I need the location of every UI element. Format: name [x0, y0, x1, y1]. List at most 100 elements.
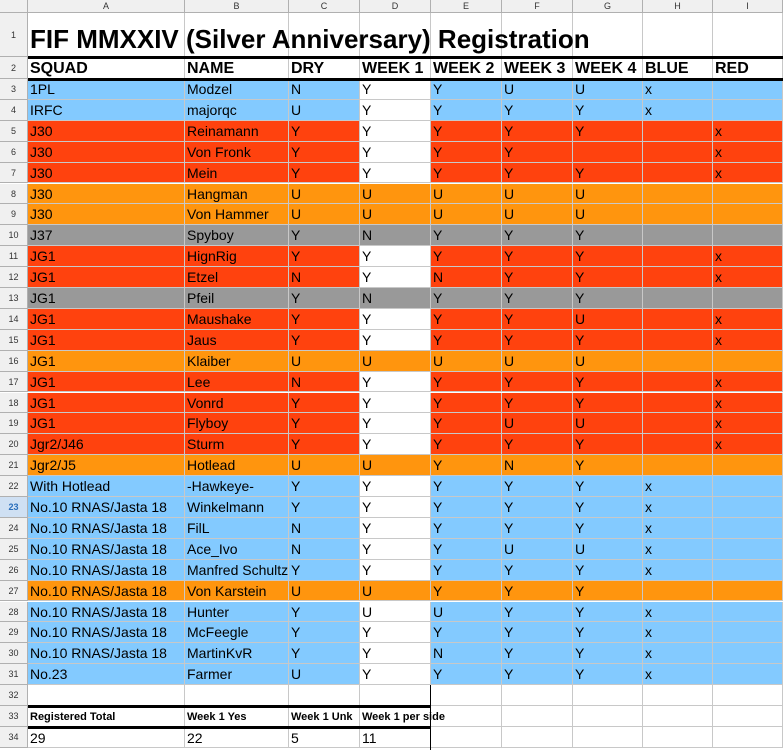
cell[interactable]: 1PL — [28, 79, 185, 100]
cell[interactable]: Y — [573, 476, 643, 497]
cell[interactable]: J30 — [28, 120, 185, 142]
cell[interactable] — [643, 726, 713, 748]
cell[interactable] — [185, 685, 289, 706]
cell[interactable]: Y — [573, 601, 643, 623]
row-header[interactable]: 28 — [0, 601, 28, 623]
cell[interactable]: Y — [289, 162, 360, 184]
cell[interactable]: x — [643, 559, 713, 581]
cell[interactable] — [713, 726, 783, 748]
cell[interactable]: Y — [573, 497, 643, 518]
cell[interactable]: Y — [502, 517, 573, 539]
cell[interactable]: Y — [502, 329, 573, 351]
column-header[interactable]: C — [289, 0, 360, 13]
cell[interactable]: Y — [289, 329, 360, 351]
cell[interactable]: Y — [502, 225, 573, 247]
cell[interactable]: Y — [360, 79, 431, 100]
cell[interactable]: N — [360, 225, 431, 247]
cell[interactable] — [643, 706, 713, 727]
row-header[interactable]: 15 — [0, 329, 28, 351]
cell[interactable] — [713, 664, 783, 686]
cell[interactable]: x — [643, 517, 713, 539]
cell[interactable]: Y — [502, 497, 573, 518]
cell[interactable]: Von Hammer — [185, 204, 289, 226]
cell[interactable]: Y — [502, 267, 573, 288]
cell[interactable] — [713, 288, 783, 309]
cell[interactable] — [643, 308, 713, 330]
cell[interactable] — [643, 246, 713, 268]
cell[interactable]: Y — [289, 288, 360, 309]
cell[interactable]: x — [713, 371, 783, 393]
cell[interactable]: Jgr2/J5 — [28, 455, 185, 477]
cell[interactable]: x — [643, 601, 713, 623]
cell[interactable]: U — [360, 601, 431, 623]
cell[interactable]: Y — [502, 246, 573, 268]
cell[interactable]: Etzel — [185, 267, 289, 288]
cell[interactable] — [573, 706, 643, 727]
cell[interactable]: Y — [431, 329, 502, 351]
cell[interactable] — [713, 538, 783, 560]
cell[interactable]: Y — [360, 162, 431, 184]
cell[interactable]: No.10 RNAS/Jasta 18 — [28, 601, 185, 623]
row-header[interactable]: 9 — [0, 204, 28, 226]
cell[interactable]: Y — [431, 455, 502, 477]
cell[interactable] — [502, 706, 573, 727]
cell[interactable]: x — [713, 392, 783, 414]
cell[interactable]: Y — [573, 517, 643, 539]
cell[interactable]: U — [431, 350, 502, 372]
cell[interactable]: Y — [360, 246, 431, 268]
cell[interactable]: Y — [431, 476, 502, 497]
cell[interactable]: Y — [502, 622, 573, 644]
cell[interactable]: Y — [431, 79, 502, 100]
cell[interactable]: Y — [502, 580, 573, 602]
cell[interactable]: x — [713, 308, 783, 330]
cell[interactable]: U — [431, 183, 502, 205]
cell[interactable]: Manfred Schultz — [185, 559, 289, 581]
cell[interactable]: Y — [289, 497, 360, 518]
row-header[interactable]: 2 — [0, 57, 28, 79]
cell[interactable]: U — [502, 79, 573, 100]
cell[interactable]: U — [573, 308, 643, 330]
column-header[interactable]: G — [573, 0, 643, 13]
cell[interactable]: N — [289, 371, 360, 393]
cell[interactable] — [643, 685, 713, 706]
cell[interactable]: U — [360, 580, 431, 602]
cell[interactable]: Y — [502, 601, 573, 623]
row-header[interactable]: 17 — [0, 371, 28, 393]
cell[interactable]: J30 — [28, 141, 185, 163]
cell[interactable]: Y — [431, 580, 502, 602]
cell[interactable]: No.10 RNAS/Jasta 18 — [28, 643, 185, 665]
cell[interactable]: Y — [502, 120, 573, 142]
cell[interactable]: Y — [431, 664, 502, 686]
cell[interactable]: No.10 RNAS/Jasta 18 — [28, 580, 185, 602]
cell[interactable]: JG1 — [28, 371, 185, 393]
cell[interactable]: Pfeil — [185, 288, 289, 309]
row-header[interactable]: 33 — [0, 706, 28, 727]
cell[interactable] — [502, 726, 573, 748]
cell[interactable]: Lee — [185, 371, 289, 393]
cell[interactable]: U — [502, 350, 573, 372]
cell[interactable]: JG1 — [28, 267, 185, 288]
row-header[interactable]: 1 — [0, 13, 28, 57]
column-header[interactable]: I — [713, 0, 783, 13]
row-header[interactable]: 11 — [0, 246, 28, 268]
cell[interactable]: Y — [502, 141, 573, 163]
cell[interactable]: Jgr2/J46 — [28, 434, 185, 456]
row-header[interactable]: 29 — [0, 622, 28, 644]
cell[interactable]: Y — [502, 559, 573, 581]
cell[interactable] — [643, 413, 713, 435]
cell[interactable]: Y — [360, 476, 431, 497]
cell[interactable] — [643, 120, 713, 142]
cell[interactable] — [360, 685, 431, 706]
cell[interactable]: Y — [431, 622, 502, 644]
row-header[interactable]: 31 — [0, 664, 28, 686]
cell[interactable]: IRFC — [28, 99, 185, 121]
cell[interactable]: U — [431, 601, 502, 623]
cell[interactable]: Y — [289, 225, 360, 247]
cell[interactable]: N — [431, 267, 502, 288]
cell[interactable] — [713, 99, 783, 121]
cell[interactable] — [643, 162, 713, 184]
cell[interactable]: J30 — [28, 204, 185, 226]
cell[interactable]: N — [360, 288, 431, 309]
cell[interactable] — [502, 685, 573, 706]
cell[interactable]: Y — [573, 559, 643, 581]
